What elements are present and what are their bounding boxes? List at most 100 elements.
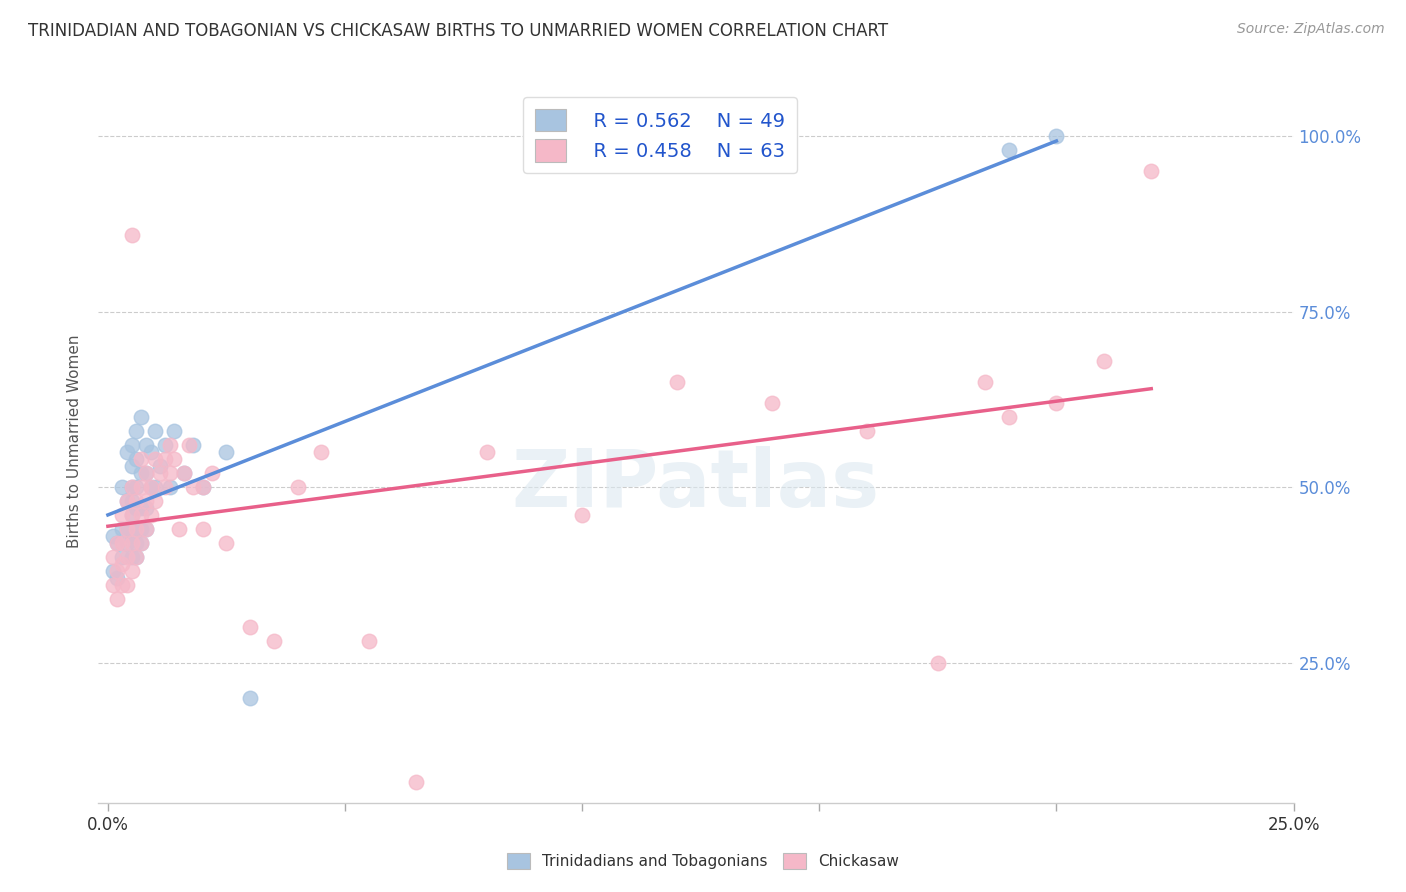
Legend: Trinidadians and Tobagonians, Chickasaw: Trinidadians and Tobagonians, Chickasaw: [501, 847, 905, 875]
Point: [111, 522, 134, 536]
Point: [153, 438, 176, 452]
Point: [163, 424, 186, 438]
Point: [666, 375, 689, 389]
Point: [129, 452, 152, 467]
Point: [121, 494, 143, 508]
Point: [1045, 396, 1067, 410]
Point: [121, 438, 143, 452]
Point: [1140, 164, 1163, 178]
Point: [201, 466, 224, 480]
Point: [1045, 129, 1067, 144]
Point: [121, 508, 143, 523]
Point: [105, 564, 128, 578]
Point: [105, 571, 128, 585]
Point: [143, 480, 166, 494]
Point: [181, 480, 204, 494]
Point: [143, 494, 166, 508]
Point: [139, 480, 162, 494]
Point: [111, 536, 134, 550]
Text: TRINIDADIAN AND TOBAGONIAN VS CHICKASAW BIRTHS TO UNMARRIED WOMEN CORRELATION CH: TRINIDADIAN AND TOBAGONIAN VS CHICKASAW …: [28, 22, 889, 40]
Point: [101, 550, 124, 565]
Point: [121, 550, 143, 565]
Point: [121, 564, 143, 578]
Point: [405, 774, 427, 789]
Point: [159, 466, 181, 480]
Point: [111, 508, 134, 523]
Point: [111, 550, 134, 565]
Y-axis label: Births to Unmarried Women: Births to Unmarried Women: [67, 334, 83, 549]
Point: [143, 452, 166, 467]
Point: [167, 522, 190, 536]
Point: [129, 501, 152, 516]
Point: [149, 459, 172, 474]
Point: [239, 620, 262, 634]
Text: ZIPatlas: ZIPatlas: [512, 446, 880, 524]
Point: [135, 438, 157, 452]
Point: [215, 536, 238, 550]
Point: [477, 445, 499, 459]
Point: [115, 536, 138, 550]
Point: [153, 480, 176, 494]
Point: [125, 494, 148, 508]
Point: [135, 501, 157, 516]
Point: [115, 494, 138, 508]
Point: [1092, 354, 1115, 368]
Point: [263, 634, 285, 648]
Point: [357, 634, 380, 648]
Point: [125, 480, 148, 494]
Point: [105, 536, 128, 550]
Point: [129, 480, 152, 494]
Point: [125, 452, 148, 467]
Legend:   R = 0.562    N = 49,   R = 0.458    N = 63: R = 0.562 N = 49, R = 0.458 N = 63: [523, 97, 797, 173]
Point: [191, 522, 214, 536]
Point: [927, 656, 949, 670]
Point: [998, 409, 1021, 424]
Point: [181, 438, 204, 452]
Point: [101, 529, 124, 543]
Point: [125, 424, 148, 438]
Point: [121, 480, 143, 494]
Point: [115, 494, 138, 508]
Point: [998, 144, 1021, 158]
Point: [121, 536, 143, 550]
Point: [163, 452, 186, 467]
Point: [121, 459, 143, 474]
Point: [571, 508, 593, 523]
Point: [135, 466, 157, 480]
Point: [115, 550, 138, 565]
Point: [105, 536, 128, 550]
Point: [121, 508, 143, 523]
Point: [135, 522, 157, 536]
Point: [125, 536, 148, 550]
Point: [129, 536, 152, 550]
Point: [135, 522, 157, 536]
Point: [115, 522, 138, 536]
Point: [855, 424, 877, 438]
Point: [159, 438, 181, 452]
Point: [173, 466, 195, 480]
Point: [115, 578, 138, 592]
Point: [191, 480, 214, 494]
Point: [139, 445, 162, 459]
Point: [105, 592, 128, 607]
Point: [135, 494, 157, 508]
Point: [121, 480, 143, 494]
Point: [177, 438, 200, 452]
Text: Source: ZipAtlas.com: Source: ZipAtlas.com: [1237, 22, 1385, 37]
Point: [115, 522, 138, 536]
Point: [125, 550, 148, 565]
Point: [215, 445, 238, 459]
Point: [239, 690, 262, 705]
Point: [101, 564, 124, 578]
Point: [125, 522, 148, 536]
Point: [191, 480, 214, 494]
Point: [129, 409, 152, 424]
Point: [129, 508, 152, 523]
Point: [287, 480, 309, 494]
Point: [111, 578, 134, 592]
Point: [974, 375, 997, 389]
Point: [121, 227, 143, 242]
Point: [139, 480, 162, 494]
Point: [311, 445, 333, 459]
Point: [111, 558, 134, 572]
